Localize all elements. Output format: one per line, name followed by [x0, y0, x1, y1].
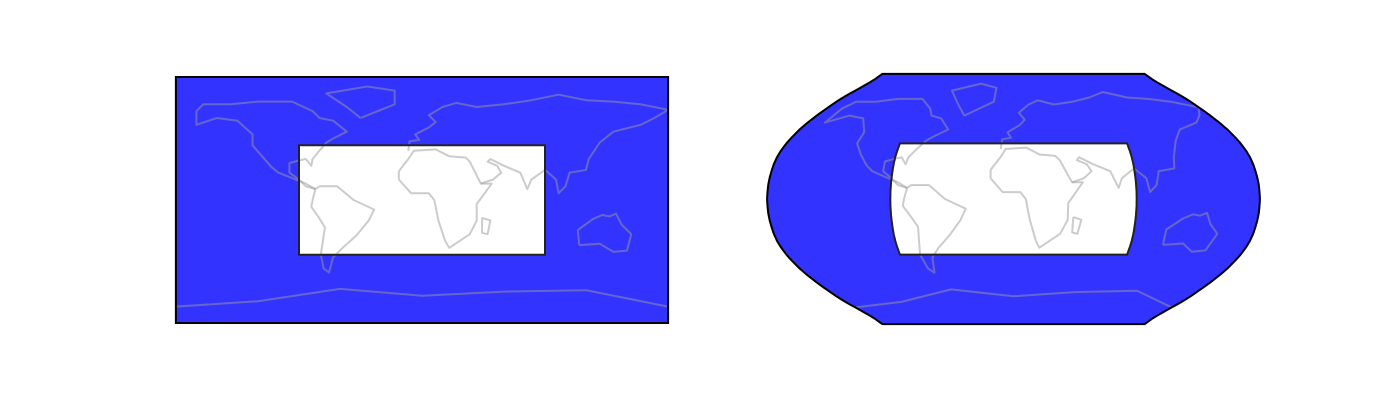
- coastline: [823, 107, 908, 189]
- coastline: [1071, 216, 1083, 235]
- coastline: [1071, 107, 1201, 194]
- inner-region: [890, 143, 1137, 255]
- coastline: [325, 85, 396, 119]
- coastline: [480, 108, 669, 195]
- coastline: [310, 185, 376, 274]
- map-panel: [174, 76, 670, 324]
- coastline: [841, 97, 950, 189]
- coastline: [175, 287, 669, 308]
- coastline: [989, 146, 1084, 249]
- inner-border: [889, 142, 1138, 256]
- outer-border: [766, 72, 1261, 326]
- coastline: [195, 111, 316, 190]
- coastline: [576, 212, 633, 253]
- inner-border: [298, 144, 546, 256]
- coastline: [951, 82, 998, 117]
- coastline: [901, 184, 967, 274]
- coastline: [999, 91, 1199, 150]
- outer-border: [174, 76, 670, 324]
- coastline: [407, 93, 669, 151]
- coastline: [397, 148, 493, 249]
- coastline: [195, 100, 348, 191]
- coastline: [481, 216, 492, 236]
- coastline: [1162, 211, 1219, 253]
- map-panel: [766, 72, 1261, 326]
- coastline: [855, 288, 1173, 309]
- inner-region: [299, 145, 545, 255]
